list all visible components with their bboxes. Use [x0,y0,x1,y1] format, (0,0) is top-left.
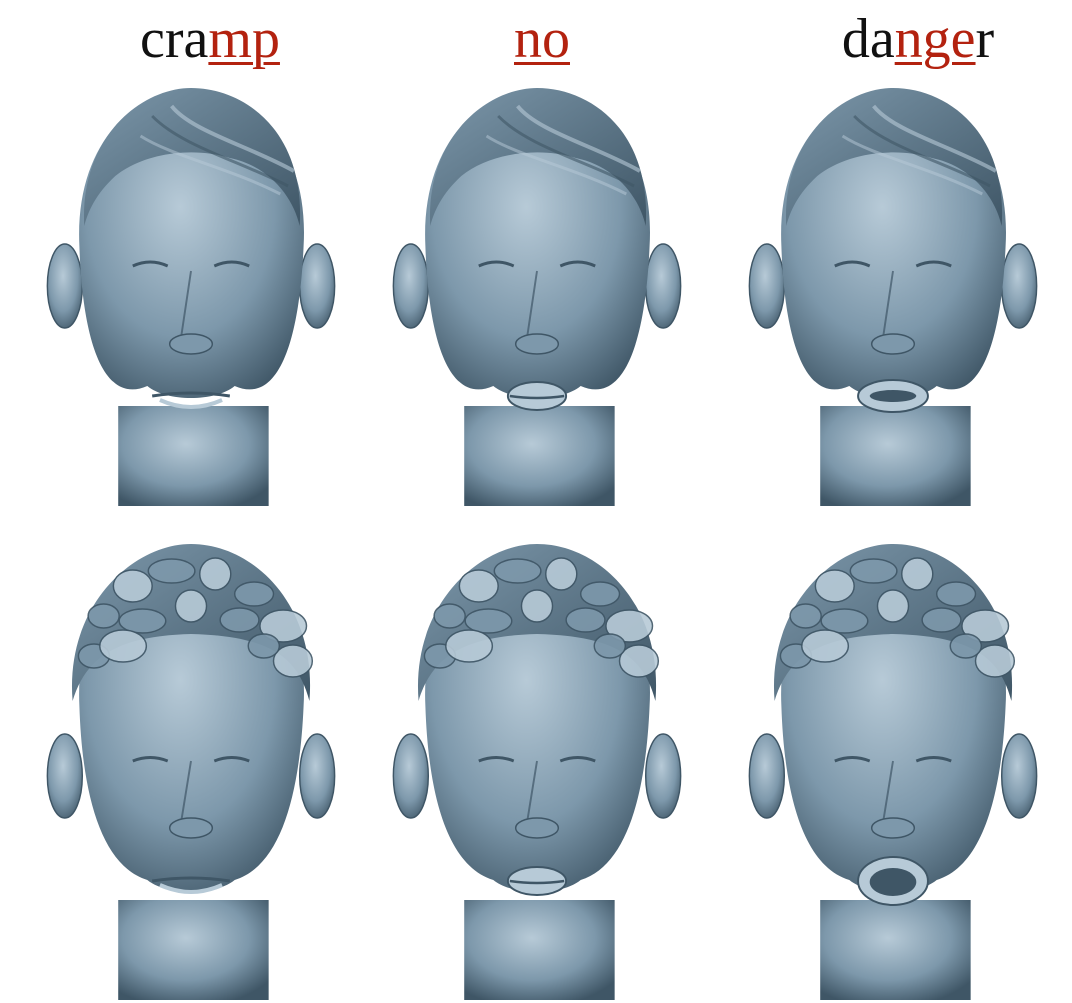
face-render-svg [748,88,1038,506]
face-render [372,536,702,1000]
word-highlight-text: mp [208,8,280,70]
face-render-svg [748,544,1038,1000]
face-render [26,76,356,506]
word-plain-text: r [975,8,995,70]
face-render-svg [46,544,336,1000]
face-render [372,76,702,506]
word-label-cramp: cramp [80,6,340,72]
face-render-svg [46,88,336,506]
face-render [26,536,356,1000]
word-label-no: no [412,6,672,72]
word-label-danger: danger [788,6,1048,72]
face-render-svg [392,544,682,1000]
face-render [728,76,1058,506]
face-render [728,536,1058,1000]
word-highlight-text: no [514,8,570,70]
word-plain-text: da [841,8,895,70]
face-render-svg [392,88,682,506]
word-highlight-text: nge [894,8,976,70]
word-plain-text: cra [140,8,209,70]
